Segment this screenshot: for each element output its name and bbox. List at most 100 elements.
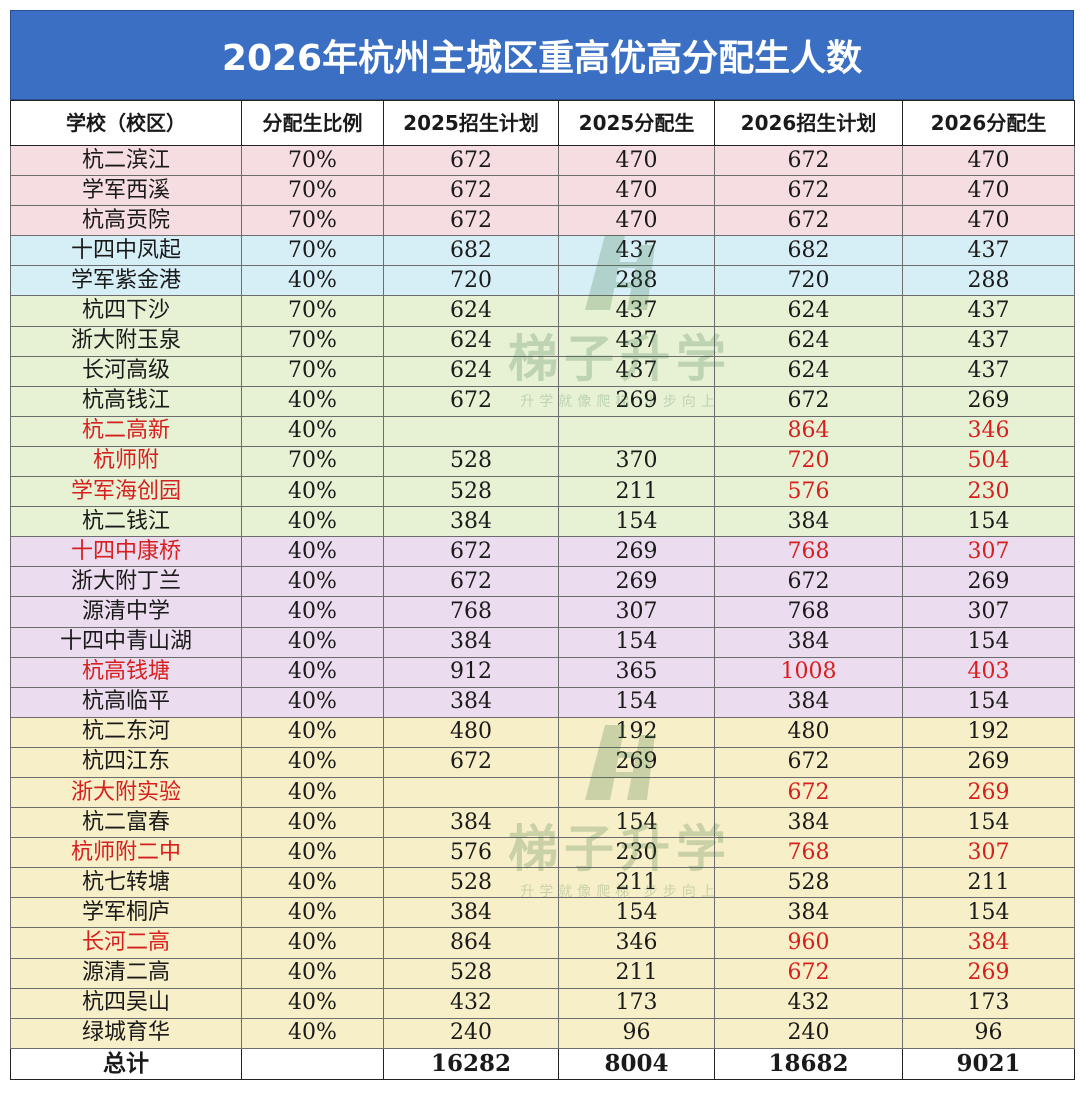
- cell-plan-2025: 682: [383, 235, 559, 267]
- cell-plan-2025: 768: [383, 596, 559, 628]
- allocation-table: 学校（校区） 分配生比例 2025招生计划 2025分配生 2026招生计划 2…: [10, 100, 1075, 1080]
- cell-ratio: 70%: [241, 205, 384, 237]
- cell-ratio: 40%: [241, 867, 384, 899]
- cell-plan-2026: 672: [714, 205, 903, 237]
- cell-alloc-2025: 154: [558, 807, 715, 839]
- cell-alloc-2025: 154: [558, 506, 715, 538]
- cell-alloc-2026: 154: [902, 686, 1075, 718]
- cell-plan-2026: 672: [714, 746, 903, 778]
- cell-alloc-2026: 307: [902, 837, 1075, 869]
- header-plan-2025: 2025招生计划: [383, 100, 559, 146]
- cell-alloc-2025: 269: [558, 385, 715, 417]
- cell-alloc-2026: 307: [902, 596, 1075, 628]
- cell-alloc-2025: 437: [558, 355, 715, 387]
- cell-alloc-2025: 192: [558, 716, 715, 748]
- total-alloc-2025: 8004: [558, 1047, 715, 1080]
- header-ratio: 分配生比例: [241, 100, 384, 146]
- table-row: 杭二高新 40% 864 346: [10, 415, 1075, 447]
- cell-alloc-2025: [558, 776, 715, 809]
- cell-plan-2025: 384: [383, 686, 559, 718]
- cell-plan-2026: 384: [714, 897, 903, 929]
- cell-plan-2026: 624: [714, 295, 903, 327]
- cell-plan-2026: 384: [714, 626, 903, 658]
- cell-school: 学军桐庐: [10, 897, 242, 929]
- total-alloc-2026: 9021: [902, 1047, 1075, 1080]
- cell-plan-2025: 576: [383, 837, 559, 869]
- table-row: 杭四江东 40% 672 269 672 269: [10, 746, 1075, 778]
- table-row: 杭高临平 40% 384 154 384 154: [10, 686, 1075, 718]
- cell-ratio: 40%: [241, 776, 384, 809]
- table-row: 浙大附丁兰 40% 672 269 672 269: [10, 566, 1075, 598]
- cell-ratio: 40%: [241, 927, 384, 959]
- cell-plan-2025: 672: [383, 536, 559, 568]
- cell-alloc-2025: 269: [558, 566, 715, 598]
- cell-plan-2025: 672: [383, 566, 559, 598]
- header-row: 学校（校区） 分配生比例 2025招生计划 2025分配生 2026招生计划 2…: [10, 100, 1075, 146]
- cell-ratio: 70%: [241, 144, 384, 177]
- table-row: 源清中学 40% 768 307 768 307: [10, 596, 1075, 628]
- cell-alloc-2026: 346: [902, 415, 1075, 447]
- cell-plan-2026: 1008: [714, 656, 903, 688]
- cell-alloc-2025: [558, 415, 715, 447]
- cell-alloc-2026: 211: [902, 867, 1075, 899]
- cell-school: 杭师附二中: [10, 837, 242, 869]
- cell-school: 杭二富春: [10, 807, 242, 839]
- cell-school: 杭二东河: [10, 716, 242, 748]
- table-row: 杭七转塘 40% 528 211 528 211: [10, 867, 1075, 899]
- table-row: 源清二高 40% 528 211 672 269: [10, 957, 1075, 989]
- cell-plan-2025: 480: [383, 716, 559, 748]
- table-row: 杭二东河 40% 480 192 480 192: [10, 716, 1075, 748]
- cell-plan-2026: 576: [714, 476, 903, 508]
- cell-plan-2026: 768: [714, 536, 903, 568]
- cell-plan-2026: 240: [714, 1017, 903, 1049]
- cell-alloc-2026: 269: [902, 385, 1075, 417]
- cell-alloc-2026: 470: [902, 144, 1075, 177]
- table-row: 杭高钱江 40% 672 269 672 269: [10, 385, 1075, 417]
- table-row: 长河二高 40% 864 346 960 384: [10, 927, 1075, 959]
- cell-alloc-2025: 211: [558, 957, 715, 989]
- cell-plan-2025: 384: [383, 626, 559, 658]
- total-plan-2026: 18682: [714, 1047, 903, 1080]
- cell-alloc-2026: 230: [902, 476, 1075, 508]
- cell-plan-2026: 480: [714, 716, 903, 748]
- cell-ratio: 40%: [241, 476, 384, 508]
- cell-alloc-2025: 370: [558, 445, 715, 478]
- cell-school: 十四中康桥: [10, 536, 242, 568]
- cell-ratio: 40%: [241, 415, 384, 447]
- cell-school: 长河二高: [10, 927, 242, 959]
- total-ratio: [241, 1047, 384, 1080]
- cell-alloc-2025: 269: [558, 746, 715, 778]
- cell-plan-2026: 768: [714, 596, 903, 628]
- cell-ratio: 40%: [241, 686, 384, 718]
- cell-alloc-2025: 154: [558, 686, 715, 718]
- cell-ratio: 40%: [241, 987, 384, 1019]
- cell-alloc-2025: 470: [558, 205, 715, 237]
- cell-alloc-2025: 96: [558, 1017, 715, 1049]
- cell-plan-2025: 624: [383, 325, 559, 357]
- table-row: 杭二富春 40% 384 154 384 154: [10, 807, 1075, 839]
- cell-school: 十四中凤起: [10, 235, 242, 267]
- cell-alloc-2026: 154: [902, 626, 1075, 658]
- table-row: 杭四下沙 70% 624 437 624 437: [10, 295, 1075, 327]
- cell-alloc-2026: 403: [902, 656, 1075, 688]
- cell-plan-2025: 432: [383, 987, 559, 1019]
- cell-school: 源清二高: [10, 957, 242, 989]
- cell-alloc-2026: 504: [902, 445, 1075, 478]
- total-label: 总计: [10, 1047, 242, 1080]
- table-row: 十四中康桥 40% 672 269 768 307: [10, 536, 1075, 568]
- cell-school: 杭师附: [10, 445, 242, 478]
- table-row: 杭二钱江 40% 384 154 384 154: [10, 506, 1075, 538]
- cell-school: 浙大附实验: [10, 776, 242, 809]
- cell-school: 源清中学: [10, 596, 242, 628]
- cell-ratio: 70%: [241, 325, 384, 357]
- cell-alloc-2026: 384: [902, 927, 1075, 959]
- cell-alloc-2026: 96: [902, 1017, 1075, 1049]
- cell-alloc-2025: 211: [558, 476, 715, 508]
- cell-school: 浙大附丁兰: [10, 566, 242, 598]
- cell-alloc-2025: 211: [558, 867, 715, 899]
- cell-school: 杭高钱塘: [10, 656, 242, 688]
- table-row: 杭师附二中 40% 576 230 768 307: [10, 837, 1075, 869]
- cell-plan-2025: 528: [383, 867, 559, 899]
- cell-alloc-2026: 154: [902, 897, 1075, 929]
- cell-alloc-2026: 437: [902, 235, 1075, 267]
